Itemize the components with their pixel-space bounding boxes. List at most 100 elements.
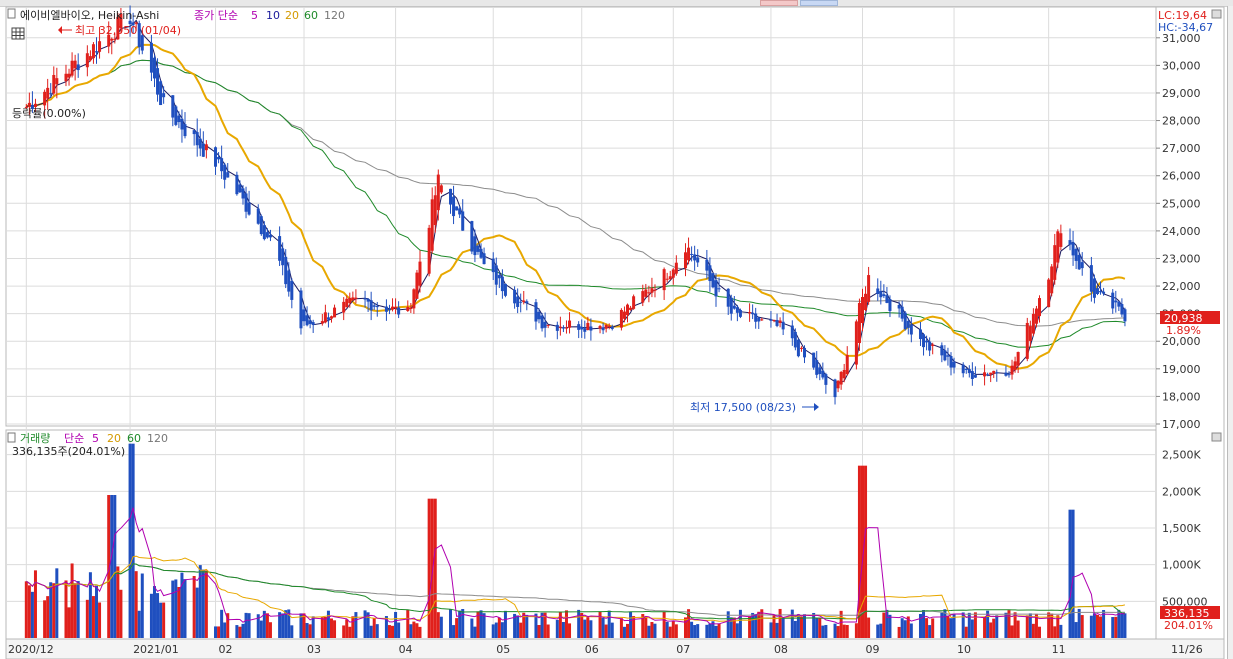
candle-body — [519, 301, 523, 303]
ma60-line — [26, 59, 1126, 348]
volume-bar — [397, 622, 401, 638]
volume-bar — [247, 613, 251, 638]
grid-icon[interactable] — [11, 27, 25, 40]
volume-bar — [940, 612, 944, 638]
candle-body — [641, 291, 645, 303]
candle-body — [839, 371, 843, 385]
candle-body — [470, 221, 474, 252]
volume-bar — [732, 617, 736, 638]
volume-bar — [897, 626, 901, 638]
window-tab-blue[interactable] — [800, 0, 838, 6]
last-price-tag — [1160, 311, 1220, 324]
candle-body — [406, 307, 410, 311]
candle-body — [391, 306, 395, 310]
candle-body — [1095, 288, 1099, 294]
candle-body — [622, 311, 626, 319]
volume-bar — [717, 623, 721, 638]
candle-body — [619, 309, 623, 328]
price-panel-menu-icon[interactable] — [1211, 9, 1222, 19]
volume-bar — [214, 626, 218, 638]
volume-bar — [24, 581, 28, 638]
candle-body — [708, 265, 712, 282]
date-label: 09 — [865, 643, 879, 656]
price-panel[interactable] — [5, 6, 1157, 427]
volume-bar — [64, 580, 68, 638]
candle-body — [818, 367, 822, 375]
volume-bar — [70, 563, 74, 638]
volume-bar — [436, 612, 440, 638]
collapse-icon[interactable] — [7, 8, 16, 19]
volume-bar — [644, 616, 648, 638]
volume-bar — [629, 611, 633, 638]
candle-body — [49, 93, 53, 95]
price-tick-label: 18,000 — [1162, 390, 1201, 403]
candle-body — [909, 324, 913, 335]
high-arrow-icon — [58, 26, 62, 34]
price-tick-label: 25,000 — [1162, 197, 1201, 210]
candle-body — [265, 232, 269, 238]
candle-body — [1031, 313, 1035, 334]
volume-bar — [33, 570, 37, 638]
volume-bar — [88, 572, 92, 638]
volume-bar — [818, 617, 822, 638]
candle-body — [1123, 309, 1127, 322]
candle-body — [30, 104, 34, 110]
volume-bar — [619, 618, 623, 638]
candle-body — [732, 305, 736, 309]
volume-bar — [354, 612, 358, 638]
candle-body — [235, 174, 239, 195]
volume-bar — [906, 616, 910, 638]
candle-body — [119, 13, 123, 29]
candle-body — [177, 115, 181, 123]
candle-body — [204, 144, 208, 151]
candle-body — [113, 38, 117, 40]
volume-bar — [705, 624, 709, 638]
candle-body — [586, 322, 590, 331]
volume-bar — [302, 613, 306, 638]
volume-bar — [284, 610, 288, 638]
candle-body — [568, 320, 572, 328]
candle-body — [522, 300, 526, 302]
volume-bar — [671, 620, 675, 638]
candle-body — [717, 288, 721, 290]
volume-bar — [833, 623, 837, 638]
low-label: 최저 17,500 (08/23) — [690, 401, 796, 414]
right-scroll-strip[interactable] — [1227, 6, 1233, 659]
volume-bar — [412, 621, 416, 638]
candle-body — [174, 106, 178, 125]
candle-body — [973, 375, 977, 378]
candle-body — [577, 324, 581, 330]
volume-bar — [879, 623, 883, 638]
last-change: 1.89% — [1166, 324, 1201, 337]
window-tab-red[interactable] — [760, 0, 798, 6]
volume-bar — [568, 623, 572, 638]
volume-tick-label: 2,500K — [1162, 449, 1201, 462]
candle-body — [986, 374, 990, 376]
volume-bar — [543, 612, 547, 638]
volume-bar — [342, 625, 346, 638]
volume-panel-menu-icon[interactable] — [1211, 432, 1222, 442]
volume-bar — [494, 622, 498, 638]
volume-bar — [458, 610, 462, 638]
volume-bar — [128, 443, 132, 638]
candle-body — [558, 326, 562, 328]
candle-body — [674, 262, 678, 274]
candle-body — [1068, 240, 1072, 245]
candle-body — [116, 16, 120, 40]
volume-bar — [43, 600, 47, 638]
candle-body — [348, 297, 352, 303]
candle-body — [513, 289, 517, 304]
volume-bar — [85, 599, 89, 638]
candle-body — [983, 372, 987, 377]
volume-bar — [476, 611, 480, 638]
volume-bar — [1031, 623, 1035, 638]
candle-body — [610, 326, 614, 329]
volume-bar — [308, 624, 312, 638]
volume-bar — [1114, 616, 1118, 638]
volume-bar — [500, 622, 504, 638]
volume-bar — [824, 624, 828, 638]
vol-ma60-line — [26, 563, 1125, 620]
volume-bar — [995, 615, 999, 638]
volume-collapse-icon[interactable] — [7, 432, 16, 443]
